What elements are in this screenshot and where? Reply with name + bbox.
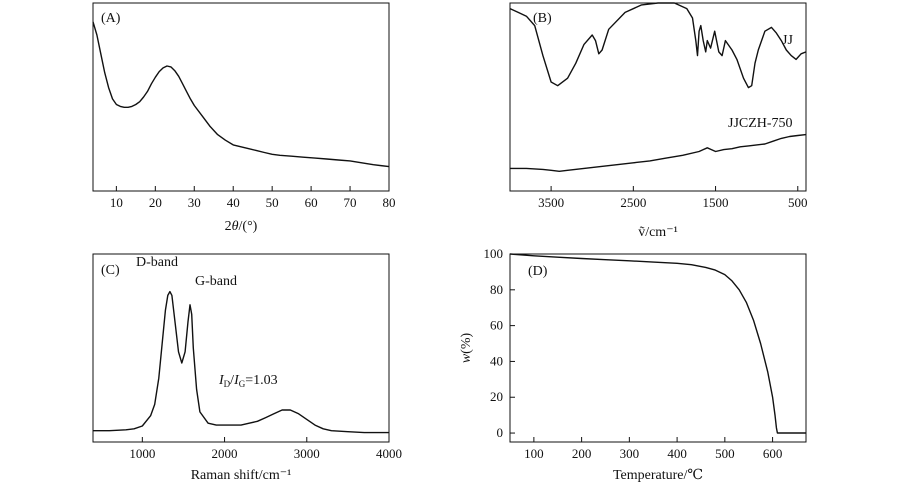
d-band-label: D-band <box>136 255 178 270</box>
panel-d-x-tick-label: 400 <box>667 446 687 461</box>
panel-d-x-tick-label: 500 <box>715 446 735 461</box>
panel-b-jjczh-750-label: JJCZH-750 <box>728 116 793 131</box>
panel-b-label: (B) <box>533 11 552 26</box>
panel-a-x-tick-label: 20 <box>149 195 162 210</box>
panel-a-x-axis: 10 20 30 40 50 60 70 80 <box>110 186 396 210</box>
panel-d-frame <box>509 253 807 443</box>
panel-b-x-tick-label: 1500 <box>703 195 729 210</box>
panel-c-raman-curve <box>93 290 389 434</box>
panel-d-x-label: Temperature/℃ <box>613 468 703 483</box>
panel-c-x-label: Raman shift/cm⁻¹ <box>191 468 292 483</box>
panel-c-x-tick-label: 2000 <box>212 446 238 461</box>
panel-c-raman: 1000 2000 3000 4000 (C) D-band G-band ID/IG… <box>92 253 402 483</box>
panel-d-y-label: w(%) <box>459 333 474 364</box>
panel-b-x-label: ṽ/cm⁻¹ <box>638 225 678 240</box>
panel-d-y-tick-label: 40 <box>490 353 503 368</box>
panel-c-x-tick-label: 1000 <box>129 446 155 461</box>
panel-b-x-tick-label: 2500 <box>620 195 646 210</box>
panel-a-x-label: 2θ/(°) <box>225 219 258 234</box>
panel-a-x-tick-label: 70 <box>344 195 357 210</box>
panel-d-x-axis: 100 200 300 400 500 600 <box>524 437 782 461</box>
panel-a-x-tick-label: 60 <box>305 195 318 210</box>
panel-d-tga: 100 200 300 400 500 600 0 20 40 60 80 100 (D) Temp… <box>459 246 807 483</box>
panel-a-x-tick-label: 10 <box>110 195 123 210</box>
panel-a-xrd-curve <box>92 21 390 168</box>
panel-b-jj-curve <box>509 2 807 89</box>
panel-d-y-axis: 0 20 40 60 80 100 <box>484 246 515 440</box>
panel-b-frame <box>509 2 807 192</box>
panel-d-x-tick-label: 300 <box>620 446 640 461</box>
g-band-label: G-band <box>195 274 237 289</box>
panel-b-jjczh-750-curve <box>510 133 807 172</box>
panel-d-x-tick-label: 100 <box>524 446 544 461</box>
panel-d-y-tick-label: 60 <box>490 318 503 333</box>
panel-d-x-tick-label: 200 <box>572 446 592 461</box>
panel-a-frame <box>92 2 390 192</box>
panel-d-y-tick-label: 100 <box>484 246 504 261</box>
panel-b-jj-label: JJ <box>782 33 793 48</box>
panel-d-label: (D) <box>528 264 548 279</box>
panel-b-ftir: 3500 2500 1500 500 (B) JJ JJCZH-750 ṽ/cm⁻¹ <box>509 2 808 240</box>
panel-d-y-tick-label: 80 <box>490 282 503 297</box>
panel-d-y-tick-label: 20 <box>490 389 503 404</box>
panel-a-x-tick-label: 50 <box>266 195 279 210</box>
id-ig-ratio-label: ID/IG=1.03 <box>218 373 278 389</box>
panel-b-x-axis: 3500 2500 1500 500 <box>538 186 808 210</box>
panel-a-x-tick-label: 30 <box>188 195 201 210</box>
panel-a-x-tick-label: 80 <box>383 195 396 210</box>
panel-a-x-tick-label: 40 <box>227 195 240 210</box>
panel-d-y-tick-label: 0 <box>497 425 504 440</box>
panel-d-x-tick-label: 600 <box>763 446 783 461</box>
panel-c-label: (C) <box>101 263 120 278</box>
panel-c-x-tick-label: 3000 <box>294 446 320 461</box>
panel-c-frame <box>92 253 390 443</box>
panel-c-x-axis: 1000 2000 3000 4000 <box>129 437 402 461</box>
panel-b-x-tick-label: 3500 <box>538 195 564 210</box>
panel-d-tga-curve <box>509 253 806 434</box>
panel-a-xrd: 10 20 30 40 50 60 70 80 (A) 2θ/(°) <box>92 2 396 234</box>
panel-a-label: (A) <box>101 11 121 26</box>
panel-c-x-tick-label: 4000 <box>376 446 402 461</box>
panel-b-x-tick-label: 500 <box>788 195 808 210</box>
